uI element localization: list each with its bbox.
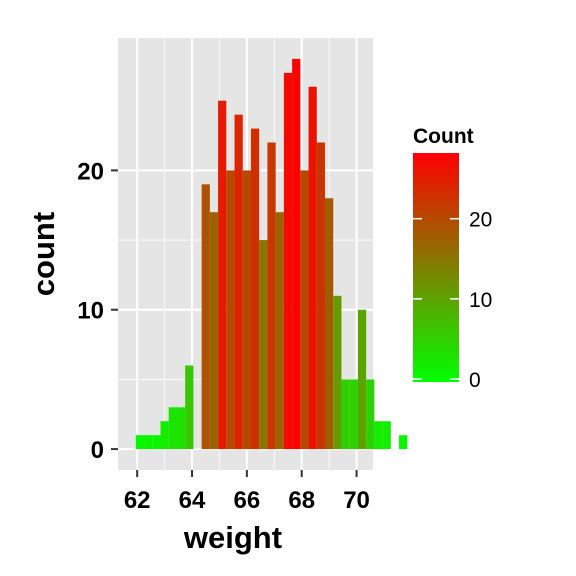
histogram-bar <box>168 407 177 450</box>
histogram-bar <box>325 198 334 450</box>
histogram-bar <box>349 379 358 450</box>
histogram-bar <box>259 240 268 450</box>
histogram-bar <box>292 58 301 450</box>
histogram-bar <box>152 435 161 450</box>
histogram-bar <box>176 407 186 450</box>
y-tick-label: 20 <box>77 158 104 185</box>
histogram-bar <box>283 72 293 450</box>
colorbar-tick-label: 10 <box>469 289 492 312</box>
x-tick-label: 66 <box>234 487 261 514</box>
histogram-bar <box>226 170 235 450</box>
histogram-bar <box>399 435 408 450</box>
histogram-bar <box>300 170 309 450</box>
histogram-bar <box>357 309 367 450</box>
x-tick-label: 62 <box>124 487 151 514</box>
colorbar-legend: Count 0 10 20 <box>413 125 492 392</box>
histogram-bar <box>374 421 383 450</box>
colorbar-ticks: 0 10 20 <box>413 209 492 392</box>
histogram-bar <box>366 379 375 450</box>
histogram-bar <box>316 142 326 450</box>
x-axis-title: weight <box>183 520 282 555</box>
histogram-bar <box>185 365 194 450</box>
histogram-bar <box>218 100 227 450</box>
histogram-bar <box>209 212 219 450</box>
y-axis-ticks: 0 10 20 <box>77 158 118 464</box>
colorbar-gradient <box>413 153 459 382</box>
colorbar-tick-label: 20 <box>469 209 492 232</box>
histogram-bar <box>267 142 276 450</box>
bars <box>135 58 408 450</box>
x-tick-label: 64 <box>179 487 206 514</box>
histogram-bar <box>201 184 210 450</box>
histogram-bar <box>341 379 350 450</box>
colorbar-tick-label: 0 <box>469 369 481 392</box>
histogram-bar <box>333 295 342 450</box>
y-tick-label: 10 <box>77 298 104 325</box>
histogram-bar <box>382 421 391 450</box>
histogram-bar <box>250 128 260 450</box>
histogram-bar <box>144 435 153 450</box>
y-tick-label: 0 <box>91 437 104 464</box>
histogram-bar <box>160 421 169 450</box>
colorbar-title: Count <box>413 125 474 148</box>
histogram-bar <box>242 170 251 450</box>
x-tick-label: 70 <box>343 487 370 514</box>
histogram-bar <box>234 114 243 450</box>
histogram-bar <box>275 212 284 450</box>
y-axis-title: count <box>26 212 61 296</box>
histogram-bar <box>308 86 317 450</box>
x-tick-label: 68 <box>288 487 315 514</box>
x-axis-ticks: 62 64 66 68 70 <box>124 470 370 514</box>
histogram-bar <box>135 435 145 450</box>
